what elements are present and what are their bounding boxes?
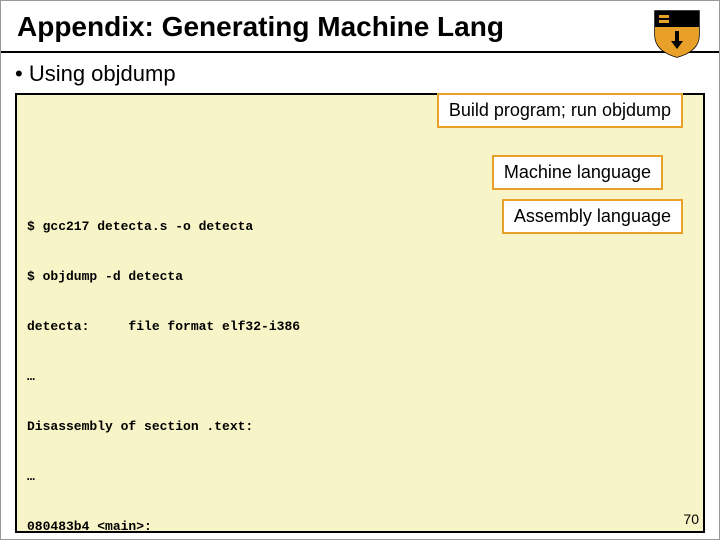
callout-assembly-lang: Assembly language [502,199,683,234]
page-number: 70 [683,511,699,529]
code-line: … [27,469,693,486]
callout-machine-lang: Machine language [492,155,663,190]
code-line: … [27,369,693,386]
slide-body: Using objdump Build program; run objdump… [1,53,719,533]
code-line: Disassembly of section .text: [27,419,693,436]
slide: Appendix: Generating Machine Lang Using … [0,0,720,540]
bullet-using-objdump: Using objdump [15,61,705,87]
princeton-shield-icon [653,9,701,59]
callout-build-run: Build program; run objdump [437,93,683,128]
code-line: detecta: file format elf32-i386 [27,319,693,336]
title-bar: Appendix: Generating Machine Lang [1,1,719,53]
slide-title: Appendix: Generating Machine Lang [17,11,703,43]
code-line: 080483b4 <main>: [27,519,693,536]
code-box: Build program; run objdump Machine langu… [15,93,705,533]
code-line: $ objdump -d detecta [27,269,693,286]
